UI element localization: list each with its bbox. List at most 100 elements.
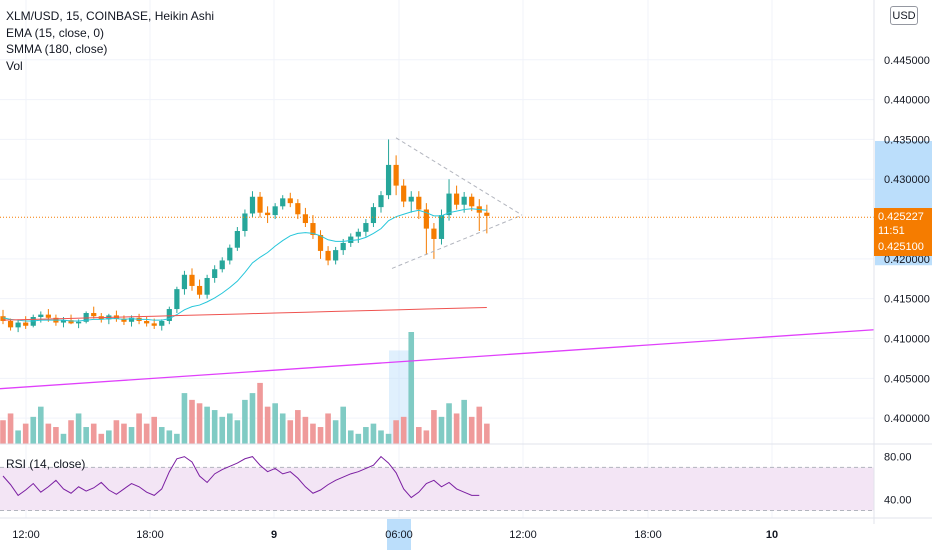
volume-bar [446,403,452,444]
candle-body [128,317,135,322]
volume-bar [325,413,331,444]
price-axis-labels: 0.400000 0.405000 0.410000 0.415000 0.420000… [884,55,930,507]
time-axis-highlight [387,519,411,550]
ema-indicator-label[interactable]: EMA (15, close, 0) [6,25,105,40]
price-tick-label: 0.415000 [884,294,930,306]
candle-body [423,209,429,229]
candle-body [416,196,422,210]
symbol-title[interactable]: XLM/USD, 15, COINBASE, Heikin Ashi [6,9,215,23]
level-price-badge: 0.425100 [874,239,932,257]
smma-line [2,306,487,321]
volume-bar [22,423,29,444]
candle-body [431,228,437,239]
volume-bar [310,423,316,444]
candle-body [151,323,157,326]
volume-bar [121,423,127,444]
last-price-badge: 0.425227 11:51 [874,208,932,240]
triangle-lower-line [391,214,523,269]
candle-body [454,193,460,205]
volume-bar [15,430,21,444]
candle-body [393,164,399,186]
volume-bar [370,423,377,444]
volume-bar [340,406,346,444]
candle-body [438,215,445,239]
volume-bar [295,410,301,444]
volume-bar [363,427,369,444]
price-tick-label: 0.410000 [884,334,930,346]
price-tick-label: 0.400000 [884,413,930,425]
smma-indicator-label[interactable]: SMMA (180, close) [6,42,108,56]
candle-body [189,274,195,286]
candle-body [121,318,127,322]
rsi-tick-label: 40.00 [884,495,912,507]
volume-bar [249,393,256,444]
candle-body [446,193,452,216]
volume-bar [378,430,384,444]
volume-bar [128,427,135,444]
volume-bar [38,406,44,444]
candle-body [76,321,82,324]
candle-body [159,320,165,326]
volume-bar [317,427,324,444]
candle-body [280,198,286,207]
candle-body [310,223,316,235]
trendline [0,329,875,390]
volume-bar [151,416,157,444]
volume-bar [189,399,195,444]
volume-series [0,332,490,444]
volume-bar [461,399,467,444]
volume-bar [272,403,278,444]
volume-bar [476,406,483,444]
volume-bar [242,399,248,444]
volume-bar [90,423,97,444]
price-tick-label: 0.435000 [884,134,930,146]
volume-bar [60,433,67,444]
candle-body [469,196,475,207]
candle-body [242,213,248,231]
price-tick-label: 0.405000 [884,373,930,385]
candle-body [333,250,339,261]
volume-bar [484,423,490,444]
time-tick-label: 06:00 [385,529,413,541]
candle-body [204,277,210,295]
candle-body [7,320,14,328]
volume-bar [400,416,407,444]
candle-body [295,203,301,215]
volume-bar [174,433,180,444]
candle-body [181,274,188,290]
volume-bar [423,430,430,444]
candle-body [219,260,225,270]
volume-bar [143,423,150,444]
volume-bar [416,427,422,444]
time-tick-label: 12:00 [509,529,537,541]
price-tick-label: 0.420000 [884,254,930,266]
price-tick-label: 0.430000 [884,174,930,186]
volume-bar [332,420,339,444]
candle-body [287,198,293,204]
volume-bar [204,406,210,444]
rsi-indicator-label[interactable]: RSI (14, close) [6,457,86,471]
volume-indicator-label[interactable]: Vol [6,58,23,73]
candle-body [0,316,6,321]
volume-bar [393,420,399,444]
volume-bar [234,420,241,444]
volume-bar [166,430,173,444]
volume-bar [98,433,105,444]
volume-bar [158,427,165,444]
volume-bar [264,406,271,444]
candle-body [484,212,490,216]
volume-bar [438,416,445,444]
bar-countdown: 11:51 [878,225,905,238]
volume-bar [257,382,263,444]
last-price-value: 0.425227 [878,211,924,224]
candle-body [45,314,51,318]
rsi-tick-label: 80.00 [884,452,912,464]
time-tick-label: 12:00 [12,529,40,541]
candle-body [249,196,256,214]
candle-body [317,234,324,251]
currency-button[interactable]: USD [890,6,918,25]
candle-body [348,236,354,243]
rsi-band [0,467,874,511]
candle-body [265,212,271,216]
